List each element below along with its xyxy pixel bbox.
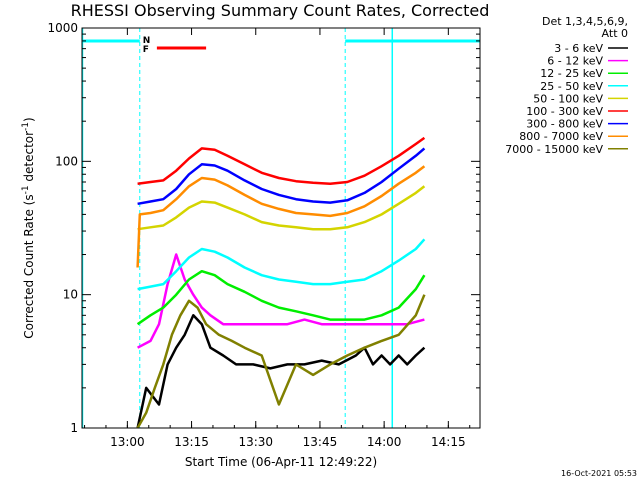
y-tick-label-1: 10 — [63, 288, 78, 302]
legend-header-line2: Att 0 — [602, 27, 628, 40]
y-axis-label-sup1: -1 — [21, 185, 31, 194]
series-line-4 — [137, 185, 426, 231]
plot-frame — [81, 27, 481, 429]
legend-label-1: 6 - 12 keV — [547, 55, 603, 68]
legend-label-5: 100 - 300 keV — [526, 105, 603, 118]
legend-label-4: 50 - 100 keV — [533, 92, 603, 105]
series-line-0 — [136, 314, 426, 429]
series-line-5 — [137, 136, 426, 185]
y-axis-label-end: ) — [22, 117, 36, 122]
x-tick-label-3: 13:45 — [303, 435, 338, 449]
series-line-2 — [136, 269, 426, 326]
series-line-8 — [136, 294, 426, 429]
legend-label-0: 3 - 6 keV — [554, 42, 603, 55]
series-line-3 — [137, 238, 426, 291]
legend-label-2: 12 - 25 keV — [540, 67, 603, 80]
x-tick-label-4: 14:00 — [367, 435, 402, 449]
legend-label-6: 300 - 800 keV — [526, 118, 603, 131]
y-axis-label: Corrected Count Rate (s-1 detector-1) — [21, 117, 36, 338]
y-tick-label-2: 100 — [55, 154, 78, 168]
x-tick-label-5: 14:15 — [431, 435, 466, 449]
series-line-7 — [136, 165, 426, 268]
x-axis-label: Start Time (06-Apr-11 12:49:22) — [185, 455, 377, 469]
x-tick-label-1: 13:15 — [174, 435, 209, 449]
legend-label-8: 7000 - 15000 keV — [505, 143, 603, 156]
y-axis-label-mid: detector — [22, 131, 36, 186]
y-tick-label-3: 1000 — [47, 21, 78, 35]
x-axis: 13:00 13:15 13:30 13:45 14:00 14:15 — [84, 28, 471, 449]
y-axis-label-sup2: -1 — [21, 122, 31, 131]
x-tick-label-0: 13:00 — [110, 435, 145, 449]
series-line-1 — [137, 253, 425, 349]
x-tick-label-2: 13:30 — [238, 435, 273, 449]
timestamp: 16-Oct-2021 05:53 — [561, 469, 637, 478]
plot-area — [136, 136, 426, 429]
series-line-6 — [137, 147, 426, 206]
y-tick-label-0: 1 — [70, 421, 78, 435]
legend-label-7: 800 - 7000 keV — [519, 130, 603, 143]
legend-header-line1: Det 1,3,4,5,6,9, — [542, 15, 628, 28]
y-axis: 1 10 100 1000 — [47, 21, 480, 435]
flare-flag-label: F — [143, 45, 149, 55]
y-axis-label-text: Corrected Count Rate (s — [22, 194, 36, 338]
legend-label-3: 25 - 50 keV — [540, 80, 603, 93]
chart-title: RHESSI Observing Summary Count Rates, Co… — [71, 1, 490, 20]
night-label: N — [143, 36, 151, 46]
